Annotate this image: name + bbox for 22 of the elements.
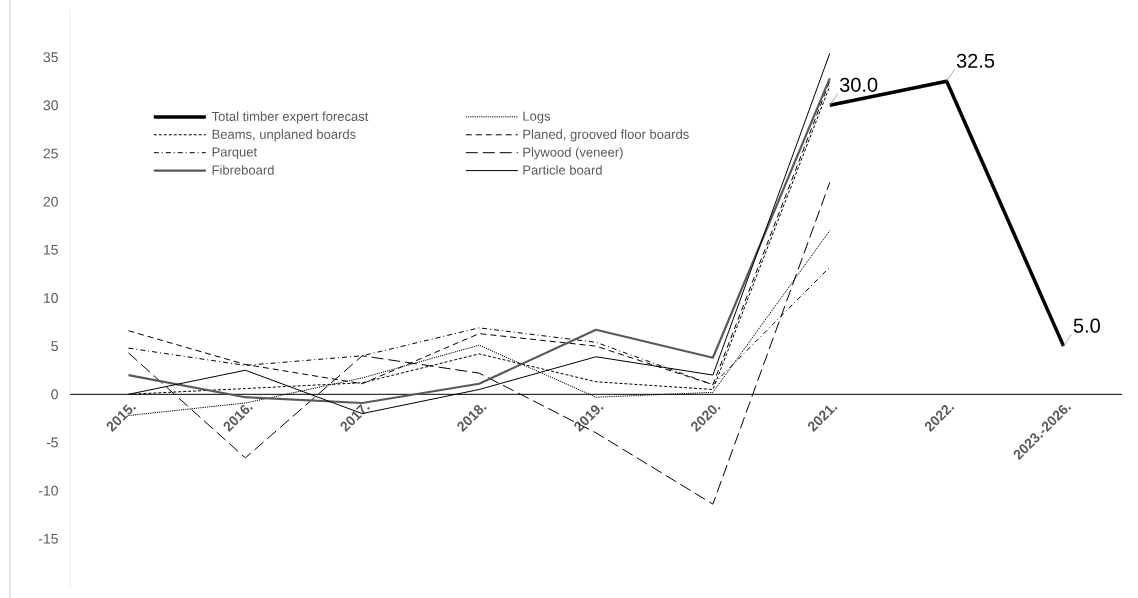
- y-tick-label: 25: [43, 148, 58, 159]
- y-tick-label: -15: [38, 533, 58, 544]
- legend-label: Planed, grooved floor boards: [523, 129, 689, 142]
- y-tick-label: 0: [51, 389, 58, 400]
- data-label: 32.5: [956, 53, 995, 68]
- y-tick-label: 5: [51, 341, 58, 352]
- legend-label: Particle board: [523, 165, 602, 175]
- legend-label: Logs: [523, 111, 551, 124]
- legend-label: Total timber expert forecast: [211, 111, 369, 124]
- data-label: 5.0: [1073, 318, 1100, 333]
- y-tick-label: 15: [43, 244, 58, 255]
- y-tick-label: 10: [43, 293, 58, 303]
- y-tick-label: 35: [43, 52, 58, 63]
- legend-label: Beams, unplaned boards: [212, 129, 356, 142]
- y-tick-label: 20: [43, 196, 58, 207]
- legend-label: Fibreboard: [212, 165, 274, 175]
- y-tick-label: -5: [46, 437, 58, 448]
- legend-label: Plywood (veneer): [523, 147, 623, 160]
- data-label: 30.0: [839, 77, 878, 92]
- y-tick-label: 30: [43, 100, 58, 111]
- legend-label: Parquet: [212, 147, 258, 160]
- y-tick-label: -10: [38, 485, 58, 496]
